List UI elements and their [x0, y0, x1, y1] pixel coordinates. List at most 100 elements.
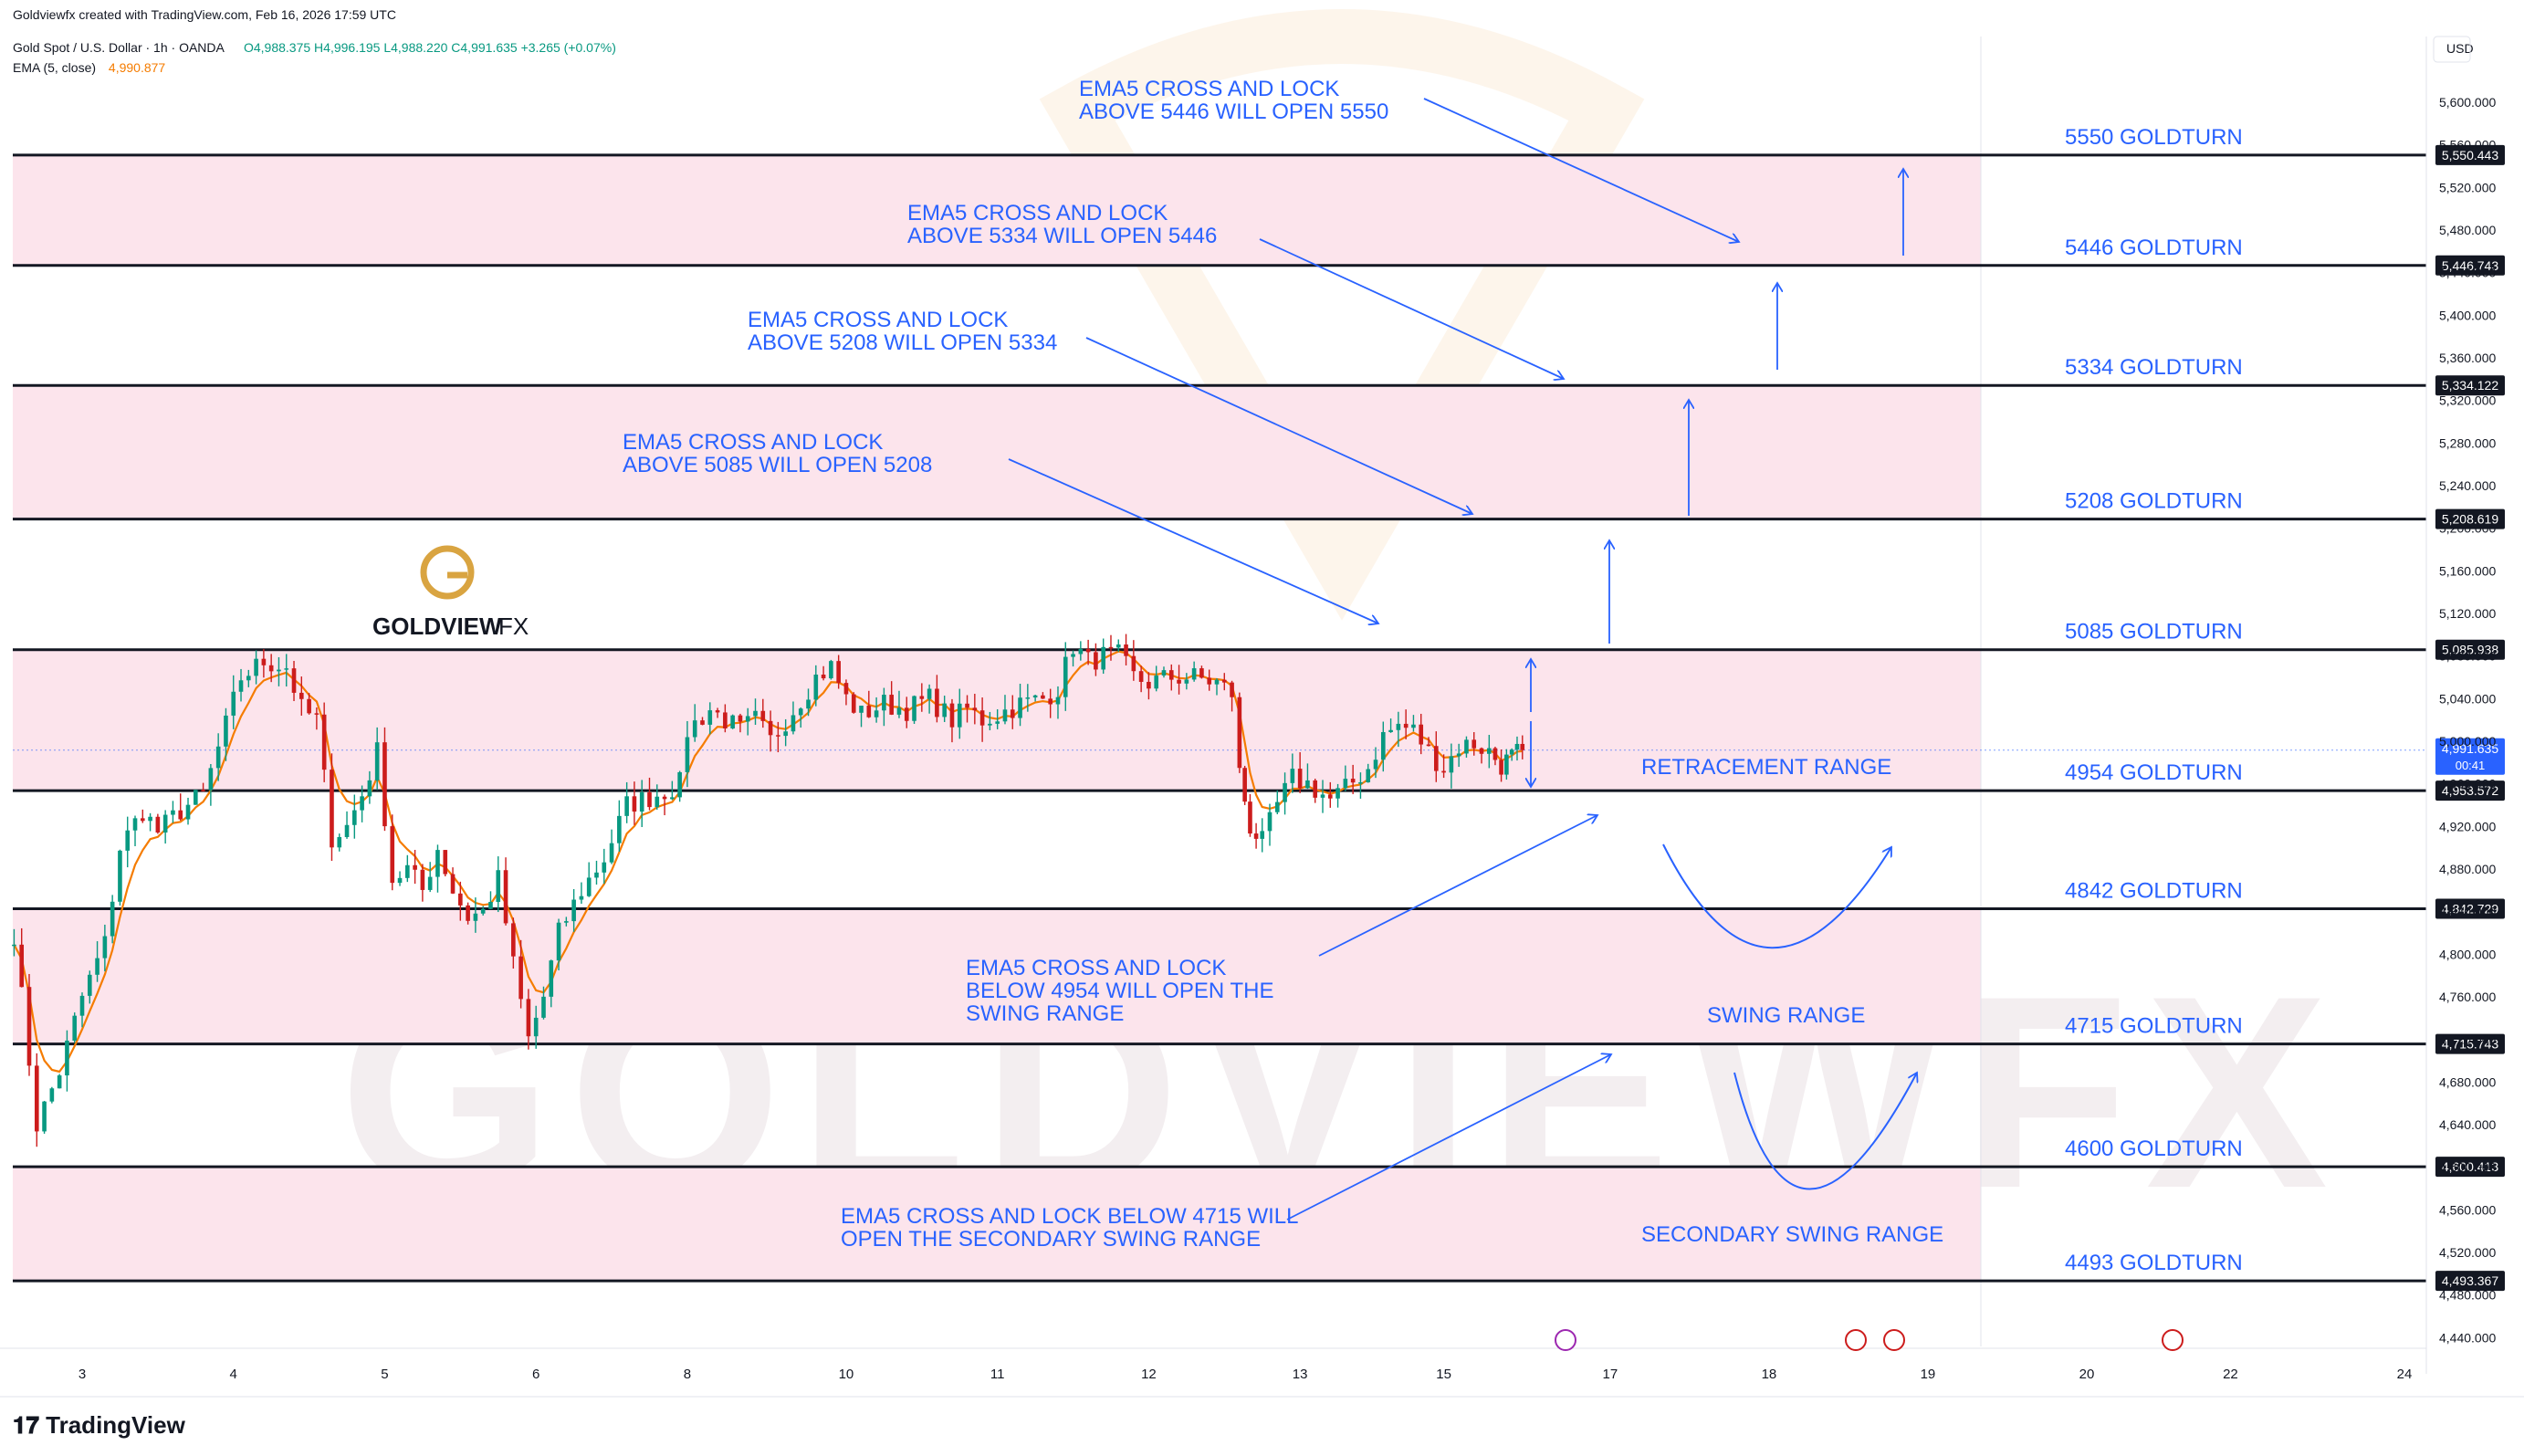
candle [102, 936, 108, 958]
candle [435, 850, 440, 877]
secondary-swing-curve[interactable] [1733, 1073, 1917, 1190]
candle [1032, 695, 1038, 698]
price-tick-label: 4,880.000 [2439, 862, 2496, 876]
price-tick-label: 4,600.000 [2439, 1160, 2496, 1175]
price-tick-label: 4,760.000 [2439, 990, 2496, 1004]
candle [1358, 781, 1363, 784]
candle [874, 710, 879, 718]
goldturn-label: 5334 GOLDTURN [2065, 355, 2243, 380]
candle [1253, 833, 1259, 839]
price-tick-label: 5,120.000 [2439, 606, 2496, 621]
time-tick-label: 10 [839, 1367, 854, 1382]
range-label: SWING RANGE [1707, 1003, 1865, 1028]
candle [201, 790, 205, 791]
range-label: RETRACEMENT RANGE [1641, 755, 1891, 780]
candle [12, 944, 16, 947]
candle [397, 877, 403, 884]
currency-button[interactable] [2433, 36, 2471, 63]
candle [602, 862, 607, 873]
candle [594, 872, 599, 878]
price-tick-label: 5,520.000 [2439, 180, 2496, 194]
annotation-arrow[interactable] [1085, 337, 1472, 514]
candle [185, 804, 191, 820]
candle [162, 814, 168, 833]
candle [1071, 654, 1075, 657]
candle [1274, 801, 1280, 812]
time-tick-label: 11 [990, 1367, 1005, 1382]
annotation-arrow[interactable] [1259, 238, 1564, 379]
annotation-arrow[interactable] [1008, 458, 1378, 623]
candle [647, 791, 652, 808]
price-tick-label: 5,280.000 [2439, 435, 2496, 450]
price-tick-label: 5,320.000 [2439, 393, 2496, 408]
price-tick-label: 4,920.000 [2439, 819, 2496, 833]
candle [1380, 731, 1386, 760]
candle [1471, 739, 1477, 749]
candle [609, 843, 614, 863]
ema-legend-value: 4,990.877 [108, 60, 166, 75]
annotation-arrow[interactable] [1423, 98, 1739, 242]
candle [405, 864, 410, 878]
price-tick-label: 5,200.000 [2439, 521, 2496, 536]
candle [1242, 768, 1247, 802]
candle [942, 703, 947, 718]
candle [511, 923, 516, 957]
candle [912, 696, 916, 721]
swing-curve[interactable] [1662, 843, 1891, 949]
candle [480, 908, 486, 914]
candle [1085, 648, 1091, 653]
candle [26, 987, 32, 1066]
currency-label[interactable]: USD [2446, 41, 2474, 56]
event-icon[interactable] [1555, 1329, 1576, 1351]
candle [549, 960, 554, 997]
time-tick-label: 6 [532, 1367, 539, 1382]
candle [1048, 698, 1053, 705]
goldturn-label: 5208 GOLDTURN [2065, 489, 2243, 514]
candle [662, 796, 667, 800]
candle [821, 675, 826, 679]
goldturn-zone [13, 385, 1981, 519]
candle [791, 715, 796, 732]
level-price-tag [2435, 375, 2505, 396]
candle [79, 995, 85, 1016]
candle [1419, 724, 1424, 745]
event-icon[interactable] [1883, 1329, 1905, 1351]
price-tick-label: 4,680.000 [2439, 1074, 2496, 1089]
candle [738, 715, 743, 722]
candle [1305, 780, 1310, 789]
candle [1487, 748, 1492, 754]
candle [1320, 794, 1325, 798]
goldturn-zone [13, 154, 1981, 266]
tradingview-logo[interactable]: 𝟏𝟕 TradingView [13, 1411, 185, 1440]
candle [132, 818, 138, 831]
level-price-label: 4,600.413 [2442, 1159, 2498, 1174]
price-tick-label: 4,720.000 [2439, 1032, 2496, 1047]
candle [889, 695, 894, 715]
symbol-title[interactable]: Gold Spot / U.S. Dollar · 1h · OANDA [13, 40, 225, 55]
annotation-text: EMA5 CROSS AND LOCK [748, 308, 1008, 332]
candle [277, 669, 281, 672]
annotation-arrow[interactable] [1318, 815, 1597, 957]
annotation-arrow[interactable] [1286, 1054, 1611, 1220]
candle [291, 668, 297, 693]
candle [882, 695, 886, 711]
candle [768, 720, 773, 736]
level-price-tag [2435, 639, 2505, 660]
candle [1230, 682, 1234, 697]
event-icon[interactable] [1845, 1329, 1867, 1351]
candle [496, 870, 501, 903]
event-icon[interactable] [2162, 1329, 2184, 1351]
candle [34, 1065, 39, 1132]
candle [231, 691, 236, 716]
candle [193, 790, 198, 805]
goldturn-label: 5446 GOLDTURN [2065, 236, 2243, 260]
candle [1520, 743, 1525, 750]
candle [745, 716, 750, 722]
annotation-text: EMA5 CROSS AND LOCK [907, 201, 1168, 225]
candle [957, 703, 962, 728]
candle [813, 675, 819, 700]
candle [866, 706, 872, 718]
ema-legend-label[interactable]: EMA (5, close) [13, 60, 97, 75]
candle [783, 731, 788, 737]
